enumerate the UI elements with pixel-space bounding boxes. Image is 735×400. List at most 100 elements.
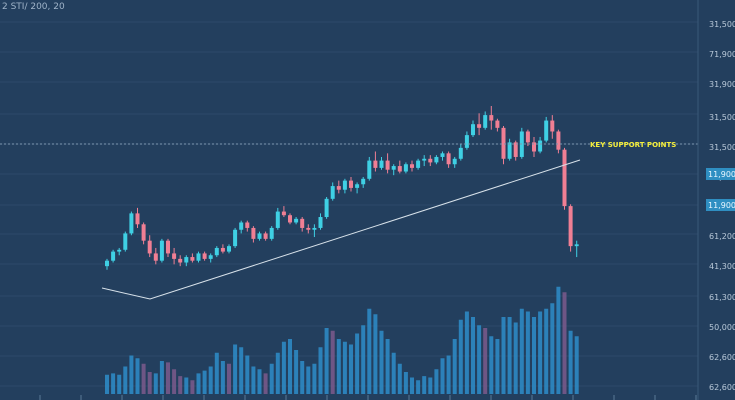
volume-bar bbox=[495, 339, 500, 394]
volume-bar bbox=[428, 377, 433, 394]
candle-body bbox=[129, 213, 134, 234]
candle-body bbox=[336, 186, 341, 190]
candle-body bbox=[318, 217, 323, 228]
candle-body bbox=[147, 240, 152, 254]
candle-body bbox=[544, 120, 549, 141]
volume-bar bbox=[397, 363, 402, 394]
candle-body bbox=[446, 153, 451, 165]
candle-body bbox=[275, 211, 280, 228]
candle-body bbox=[452, 158, 457, 165]
candle-body bbox=[501, 127, 506, 159]
candle-body bbox=[269, 227, 274, 239]
volume-bar bbox=[544, 308, 549, 394]
volume-bar bbox=[349, 344, 353, 394]
candle-body bbox=[434, 156, 439, 163]
price-axis-label: 31,500 bbox=[709, 143, 735, 152]
price-axis-label: 50,000 bbox=[709, 323, 735, 332]
candle-body bbox=[525, 131, 530, 143]
volume-bar bbox=[281, 341, 286, 394]
support-trendline bbox=[101, 159, 581, 300]
price-axis-label: 62,600 bbox=[709, 383, 735, 392]
volume-bar bbox=[111, 373, 116, 394]
volume-bar bbox=[434, 369, 439, 394]
volume-bar bbox=[489, 336, 494, 394]
candle-body bbox=[355, 184, 360, 188]
volume-bar bbox=[507, 317, 512, 394]
candle-body bbox=[202, 253, 207, 259]
volume-bar bbox=[446, 355, 451, 394]
price-axis-label: 31,500 bbox=[709, 113, 735, 122]
volume-bar bbox=[458, 319, 463, 394]
candle-body bbox=[416, 160, 421, 168]
volume-bar bbox=[342, 341, 347, 394]
price-axis-label: 41,300 bbox=[709, 262, 735, 271]
candle-body bbox=[568, 206, 573, 247]
volume-bar bbox=[166, 362, 170, 394]
candle-body bbox=[105, 260, 109, 267]
candle-body bbox=[184, 257, 189, 263]
volume-bar bbox=[336, 339, 341, 394]
candle-body bbox=[233, 229, 238, 247]
volume-bar bbox=[147, 372, 152, 394]
candle-body bbox=[489, 115, 494, 121]
price-axis-label: 71,900 bbox=[709, 50, 735, 59]
price-badge bbox=[706, 199, 735, 211]
volume-bar bbox=[330, 330, 335, 394]
volume-bar bbox=[422, 376, 427, 394]
volume-bar bbox=[172, 369, 177, 394]
volume-bar bbox=[117, 374, 122, 394]
volume-bar bbox=[568, 330, 573, 394]
candle-body bbox=[324, 198, 329, 218]
volume-bar bbox=[233, 344, 238, 394]
volume-bar bbox=[294, 350, 299, 394]
price-axis-label: 61,200 bbox=[709, 232, 735, 241]
volume-bar bbox=[153, 373, 158, 394]
candle-body bbox=[391, 166, 396, 170]
candle-body bbox=[306, 227, 311, 230]
candle-body bbox=[373, 160, 378, 168]
candle-body bbox=[440, 153, 445, 157]
volume-bar bbox=[318, 347, 323, 394]
price-badge-label: 11,900 bbox=[708, 170, 735, 179]
candle-body bbox=[562, 149, 567, 207]
candle-body bbox=[385, 160, 390, 170]
candle-body bbox=[483, 115, 488, 128]
volume-bar bbox=[129, 355, 134, 394]
candle-body bbox=[123, 233, 128, 250]
candle-body bbox=[294, 218, 299, 223]
volume-bar bbox=[532, 317, 536, 394]
candle-body bbox=[178, 258, 183, 263]
price-axis-label: 31,500 bbox=[709, 20, 735, 29]
candle-body bbox=[342, 180, 347, 190]
volume-bar bbox=[214, 352, 219, 394]
candle-body bbox=[556, 131, 561, 150]
candle-body bbox=[403, 164, 408, 172]
volume-bar bbox=[361, 325, 366, 394]
candle-body bbox=[464, 135, 469, 148]
candle-body bbox=[135, 213, 140, 225]
candle-body bbox=[379, 160, 384, 168]
candle-body bbox=[245, 222, 250, 228]
candle-body bbox=[117, 249, 122, 252]
candle-body bbox=[477, 124, 482, 128]
volume-bar bbox=[477, 325, 482, 394]
volume-bar bbox=[269, 363, 274, 394]
candle-body bbox=[300, 218, 305, 228]
volume-bar bbox=[251, 366, 256, 394]
candle-body bbox=[312, 227, 317, 230]
volume-bar bbox=[208, 366, 213, 394]
volume-bar bbox=[556, 286, 561, 394]
volume-bar bbox=[550, 303, 555, 394]
volume-bar bbox=[141, 363, 146, 394]
candle-body bbox=[263, 233, 268, 239]
volume-bar bbox=[306, 366, 311, 394]
candle-body bbox=[153, 253, 158, 261]
volume-bar bbox=[257, 369, 262, 394]
candle-body bbox=[532, 142, 536, 152]
volume-bar bbox=[385, 339, 390, 394]
key-support-annotation: KEY SUPPORT POINTS bbox=[590, 141, 676, 149]
candle-body bbox=[330, 186, 335, 199]
candle-body bbox=[574, 244, 579, 247]
